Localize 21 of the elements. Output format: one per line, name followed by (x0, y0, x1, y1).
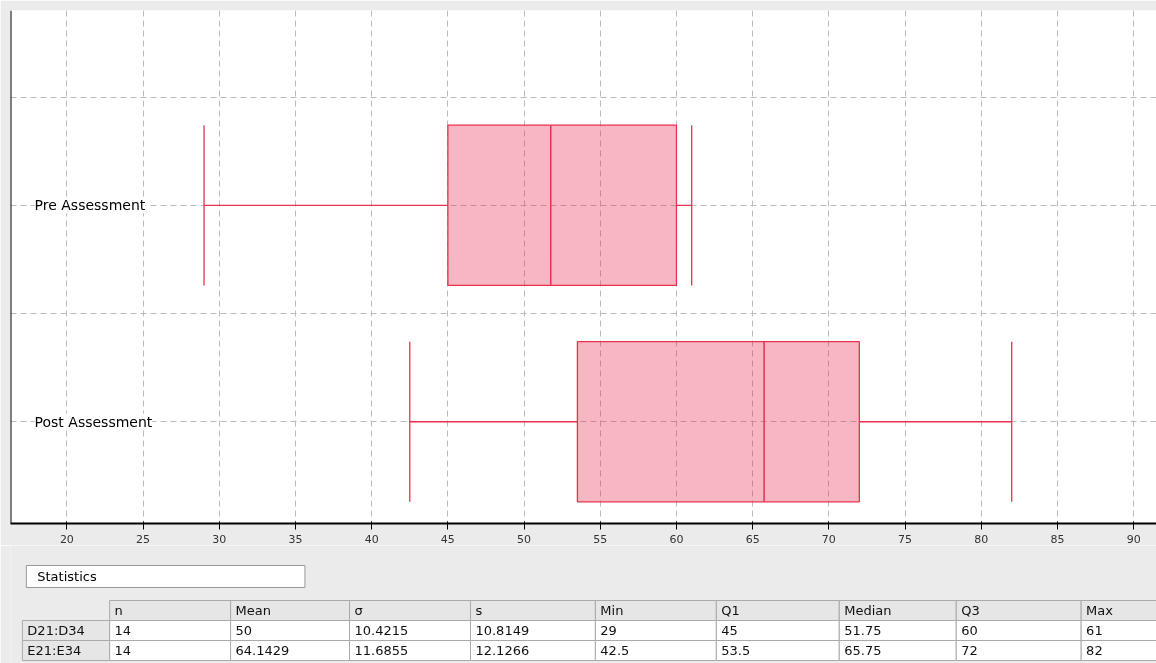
text: D21:D34 14 50 10.4215 10.8149 29 45 51.75 60 61 (27, 623, 1103, 638)
x-tick-label: 35 (288, 532, 303, 546)
x-tick-label: 85 (1050, 532, 1065, 546)
text: Statistics (37, 569, 97, 584)
x-tick-label: 70 (821, 532, 836, 546)
x-tick-label: 90 (1126, 532, 1141, 546)
x-tick-label: 50 (517, 532, 532, 546)
y-tick-label: Pre Assessment (34, 197, 146, 214)
x-tick-label: 55 (593, 532, 608, 546)
x-tick-label: 75 (898, 532, 913, 546)
text: E21:E34 14 64.1429 11.6855 12.1266 42.5 53.5 65.75 72 82 (27, 643, 1103, 658)
x-tick-label: 40 (364, 532, 379, 546)
x-tick-label: 45 (440, 532, 455, 546)
x-tick-label: 30 (212, 532, 227, 546)
text: n Mean σ s Min Q1 Median Q3 Max (114, 603, 1113, 618)
x-tick-label: 25 (136, 532, 151, 546)
y-tick-label: Post Assessment (34, 413, 153, 430)
x-tick-label: 65 (745, 532, 760, 546)
x-tick-label: 20 (59, 532, 74, 546)
x-tick-label: 80 (974, 532, 989, 546)
x-tick-label: 60 (669, 532, 684, 546)
